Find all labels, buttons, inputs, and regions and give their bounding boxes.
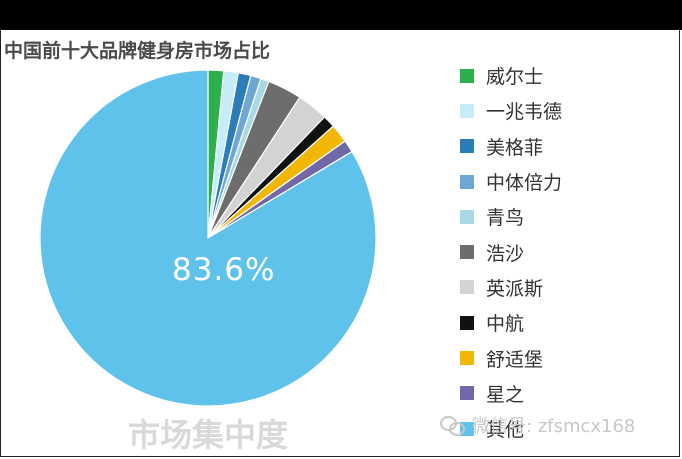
legend-item-8: 舒适堡 (460, 340, 562, 375)
legend-item-2: 美格菲 (460, 129, 562, 164)
legend-item-7: 中航 (460, 305, 562, 340)
legend-label: 其他 (486, 419, 525, 442)
market-concentration-label: 市场集中度 (128, 416, 289, 454)
legend-label: 一兆韦德 (486, 101, 563, 124)
legend-swatch (460, 386, 474, 401)
legend-label: 星之 (486, 383, 525, 406)
legend-label: 中体倍力 (486, 172, 563, 195)
chart-title: 中国前十大品牌健身房市场占比 (4, 40, 271, 62)
legend-swatch (460, 103, 474, 118)
legend-label: 青鸟 (486, 207, 525, 230)
legend-swatch (460, 139, 474, 154)
other-percent-label: 83.6% (172, 252, 276, 288)
chart-frame (0, 30, 680, 457)
top-black-bar (0, 0, 682, 30)
legend: 威尔士一兆韦德美格菲中体倍力青鸟浩沙英派斯中航舒适堡星之其他 (460, 58, 562, 446)
legend-label: 英派斯 (486, 277, 544, 300)
legend-label: 威尔士 (486, 66, 544, 89)
legend-item-0: 威尔士 (460, 58, 562, 93)
legend-item-1: 一兆韦德 (460, 93, 562, 128)
legend-item-6: 英派斯 (460, 270, 562, 305)
legend-label: 美格菲 (486, 136, 544, 159)
legend-swatch (460, 280, 474, 295)
legend-item-9: 星之 (460, 376, 562, 411)
legend-label: 浩沙 (486, 242, 525, 265)
legend-swatch (460, 351, 474, 366)
legend-swatch (460, 209, 474, 224)
legend-swatch (460, 174, 474, 189)
legend-swatch (460, 68, 474, 83)
watermark-text: 微信号: zfsmcx168 (472, 416, 636, 437)
wechat-icon (440, 414, 466, 436)
legend-swatch (460, 245, 474, 260)
legend-item-4: 青鸟 (460, 199, 562, 234)
legend-swatch (460, 315, 474, 330)
legend-label: 中航 (486, 313, 525, 336)
pie-slice-10 (39, 69, 377, 407)
legend-item-5: 浩沙 (460, 234, 562, 269)
watermark: 微信号: zfsmcx168 (440, 412, 635, 438)
legend-label: 舒适堡 (486, 348, 544, 371)
legend-item-3: 中体倍力 (460, 164, 562, 199)
